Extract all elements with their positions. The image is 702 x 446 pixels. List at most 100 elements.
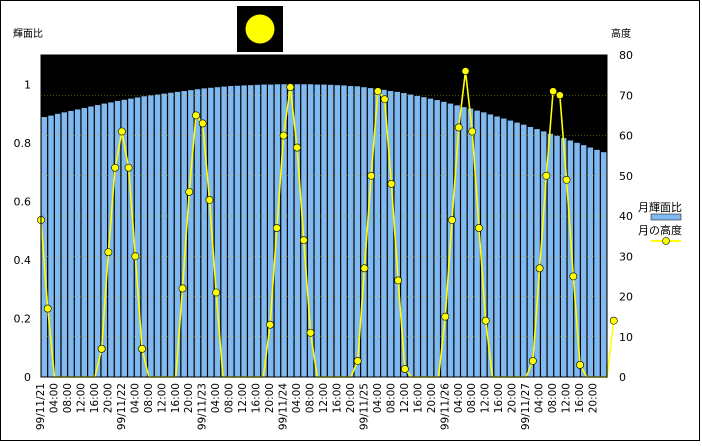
altitude-point [367,171,376,180]
x-tick-label: 04:00 [291,383,303,413]
altitude-point [104,248,113,257]
right-tick-label: 80 [619,49,633,62]
phase-bar [154,94,161,378]
x-tick-label: 99/11/27 [520,383,532,430]
phase-bar [307,84,314,378]
phase-bar [394,91,400,377]
phase-bar [314,84,321,377]
phase-bar [54,113,61,377]
phase-bar [188,90,194,377]
phase-bar [441,101,447,377]
altitude-point [400,365,409,373]
phase-bar [81,107,88,377]
right-tick-label: 40 [619,210,633,223]
phase-bar [48,115,54,377]
phase-bar [327,84,334,378]
x-tick-label: 08:00 [466,383,478,413]
right-tick-label: 50 [619,170,633,183]
phase-bar [168,92,174,377]
altitude-point [124,163,133,172]
x-tick-label: 04:00 [372,383,384,413]
right-tick-label: 10 [619,331,633,344]
phase-bar [507,120,514,377]
phase-bar [401,93,407,378]
phase-bar [301,84,307,378]
left-axis-ticks: 0 0.2 0.4 0.6 0.8 1 [14,78,32,384]
legend-swatch-phase [650,213,682,221]
phase-bar [228,86,234,377]
x-tick-label: 12:00 [156,383,168,413]
altitude-point [562,175,571,184]
x-tick-label: 16:00 [89,383,101,413]
right-axis-title: 高度 [611,27,631,40]
altitude-point [380,95,389,104]
altitude-point [279,131,288,140]
x-tick-label: 99/11/26 [439,383,451,430]
x-tick-label: 20:00 [426,383,438,413]
x-tick-label: 04:00 [48,383,60,413]
phase-bar [101,103,107,377]
right-tick-label: 20 [619,291,633,304]
phase-bar [527,127,534,377]
x-tick-label: 20:00 [507,383,519,413]
moon-icon-group [237,6,283,52]
phase-bar [454,105,460,377]
phase-bar [560,138,567,377]
phase-bar [481,112,487,378]
altitude-point [555,91,564,100]
altitude-point [569,272,578,281]
phase-bar [161,93,167,377]
phase-bar [434,100,440,377]
phase-bar [254,84,261,378]
phase-bar [541,131,547,377]
x-tick-label: 12:00 [318,383,330,413]
phase-bar [268,84,274,377]
altitude-point [454,123,463,132]
phase-bar [134,97,141,377]
legend-label-altitude: 月の高度 [638,223,682,237]
full-moon-icon [245,14,275,44]
phase-bar [487,114,494,378]
altitude-point [212,288,221,297]
altitude-point [576,361,584,369]
phase-bar [580,145,587,377]
altitude-point [97,344,106,353]
left-tick-label: 0.2 [14,312,32,325]
right-tick-label: 30 [619,250,633,263]
altitude-point [387,179,396,188]
x-tick-label: 08:00 [305,383,317,413]
left-tick-label: 0.4 [14,254,32,267]
plot-border [40,54,608,378]
x-tick-label: 12:00 [237,383,249,413]
altitude-line [40,71,615,378]
phase-bar [108,102,114,378]
left-tick-label: 0 [24,371,31,384]
plot-area [37,54,618,378]
phase-bar [354,86,361,377]
altitude-point [131,252,140,261]
phase-bar [341,85,347,377]
phase-bar [521,124,527,377]
x-tick-label: 20:00 [264,383,276,413]
x-tick-label: 20:00 [183,383,195,413]
altitude-point [293,143,301,152]
phase-bar [294,84,301,378]
phase-bar [347,86,354,377]
phase-bar [128,98,134,378]
x-tick-label: 20:00 [588,383,600,413]
phase-bar [474,110,480,378]
phase-bar [387,91,394,377]
phase-bar [414,95,420,377]
altitude-point [542,171,551,180]
altitude-point [286,83,295,92]
phase-bar [194,89,201,377]
x-axis-ticks: 99/11/21 04:00 08:00 12:00 16:00 20:00 99/11/2… [35,383,600,430]
left-axis-title: 輝面比 [13,28,43,40]
altitude-point [373,87,382,96]
x-tick-label: 12:00 [561,383,573,413]
altitude-point [272,224,281,232]
x-tick-label: 20:00 [345,383,357,413]
phase-bar [61,112,68,378]
phase-bar [587,147,594,377]
phase-bar [467,108,474,377]
